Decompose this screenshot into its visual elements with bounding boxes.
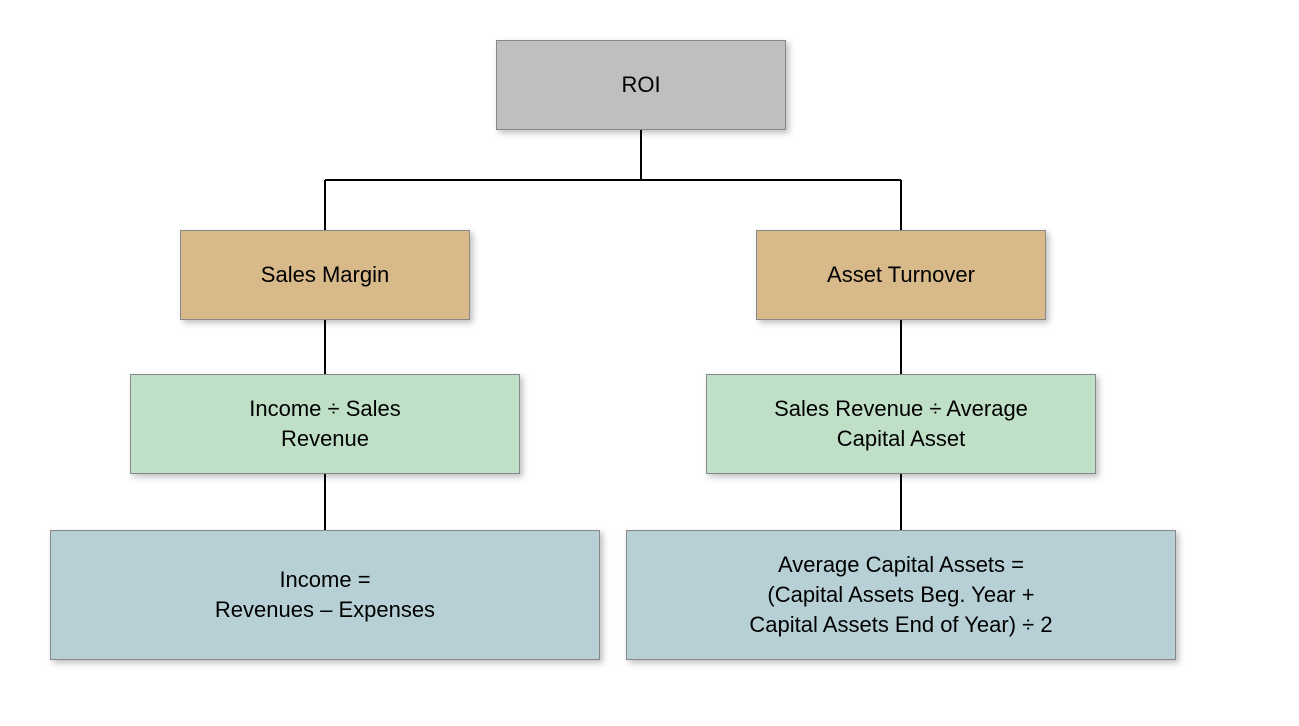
- node-roi: ROI: [496, 40, 786, 130]
- node-asset-turnover: Asset Turnover: [756, 230, 1046, 320]
- node-income-eq: Income =Revenues – Expenses: [50, 530, 600, 660]
- node-sales-margin: Sales Margin: [180, 230, 470, 320]
- node-asset-turnover-label: Asset Turnover: [827, 260, 975, 290]
- node-avg-cap-assets-eq: Average Capital Assets =(Capital Assets …: [626, 530, 1176, 660]
- node-income-eq-label: Income =Revenues – Expenses: [215, 565, 435, 624]
- node-income-div-sales: Income ÷ SalesRevenue: [130, 374, 520, 474]
- node-sales-rev-div-avg-label: Sales Revenue ÷ AverageCapital Asset: [774, 394, 1028, 453]
- roi-tree-diagram: ROI Sales Margin Asset Turnover Income ÷…: [0, 0, 1299, 726]
- node-sales-rev-div-avg: Sales Revenue ÷ AverageCapital Asset: [706, 374, 1096, 474]
- node-sales-margin-label: Sales Margin: [261, 260, 389, 290]
- node-income-div-sales-label: Income ÷ SalesRevenue: [249, 394, 400, 453]
- node-roi-label: ROI: [621, 70, 660, 100]
- node-avg-cap-assets-eq-label: Average Capital Assets =(Capital Assets …: [749, 550, 1052, 639]
